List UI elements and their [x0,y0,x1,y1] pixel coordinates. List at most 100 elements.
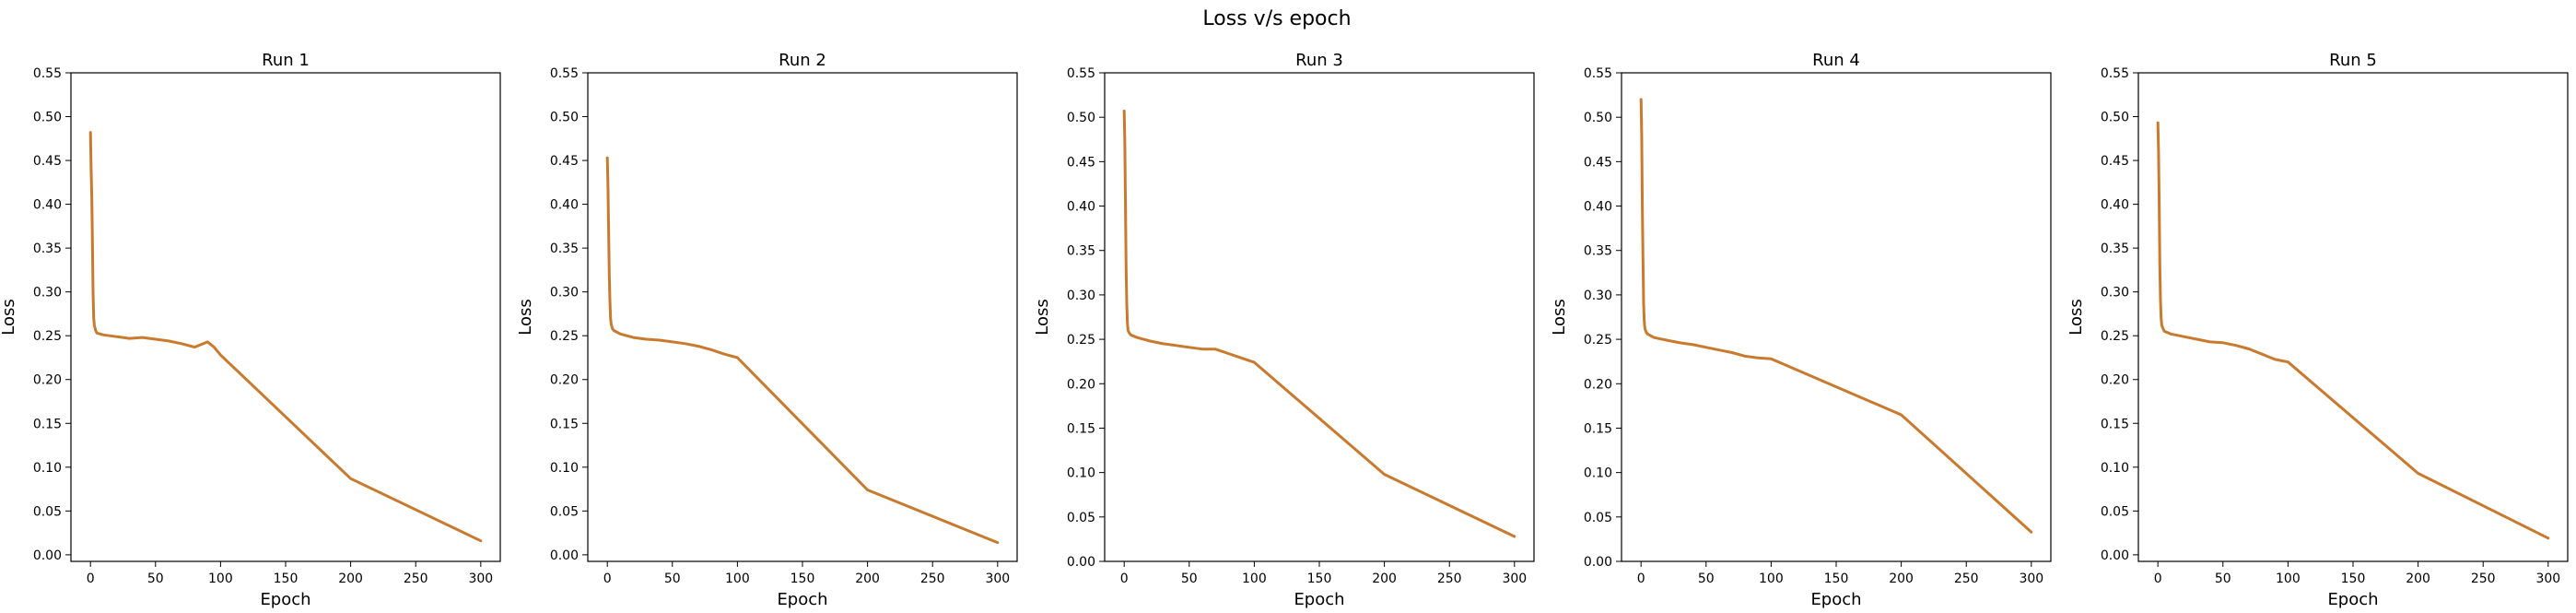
y-tick-label: 0.50 [550,111,579,125]
loss-series-line [88,131,483,543]
y-axis-label: Loss [1033,299,1052,335]
x-tick-label: 300 [2019,572,2043,586]
x-tick-label: 150 [2341,572,2366,586]
y-tick-label: 0.15 [550,417,579,431]
y-tick-label: 0.40 [33,198,62,213]
y-tick-label: 0.30 [33,286,62,301]
y-tick-label: 0.20 [550,373,579,388]
y-tick-label: 0.35 [550,242,579,256]
x-tick-label: 150 [274,572,299,586]
plot-frame [2137,72,2569,562]
x-tick-label: 50 [664,572,681,586]
y-tick-label: 0.00 [1067,555,1095,570]
y-tick-label: 0.35 [1584,244,1612,259]
y-tick-label: 0.40 [2101,198,2129,213]
x-tick-label: 100 [1759,572,1784,586]
y-tick-label: 0.25 [1067,333,1095,348]
x-tick-label: 300 [468,572,493,586]
y-tick-label: 0.55 [1584,66,1612,81]
y-tick-label: 0.30 [1067,289,1095,303]
y-tick-label: 0.50 [2101,111,2129,125]
y-tick-label: 0.05 [550,504,579,519]
x-tick-label: 0 [2154,572,2162,586]
y-tick-label: 0.00 [1584,555,1612,570]
x-tick-label: 250 [920,572,945,586]
x-tick-label: 200 [855,572,880,586]
subplot-title: Run 1 [262,51,310,70]
subplot-panels: Run 1 0 50 100 150 200 250 300 0.00 0.05 0.10 0.15 0… [0,51,2569,609]
y-tick-label: 0.55 [2101,66,2129,81]
x-tick-label: 50 [2215,572,2231,586]
y-axis-label: Loss [1550,299,1569,335]
x-tick-label: 50 [1181,572,1198,586]
y-axis-label: Loss [2067,299,2086,335]
x-tick-label: 250 [2471,572,2496,586]
y-tick-label: 0.15 [33,417,62,431]
y-tick-label: 0.00 [2101,548,2129,563]
y-tick-label: 0.30 [1584,289,1612,303]
y-tick-label: 0.35 [33,242,62,256]
y-tick-label: 0.20 [1067,377,1095,392]
y-tick-label: 0.40 [1584,200,1612,215]
y-tick-label: 0.05 [1584,511,1612,525]
y-tick-label: 0.30 [550,286,579,301]
y-tick-label: 0.10 [1584,466,1612,481]
x-axis-label: Epoch [2327,590,2378,609]
y-tick-label: 0.55 [33,66,62,81]
x-tick-label: 100 [1242,572,1267,586]
y-tick-label: 0.25 [1584,333,1612,348]
plot-frame [1621,72,2052,562]
y-tick-label: 0.10 [550,461,579,476]
y-tick-label: 0.05 [1067,511,1095,525]
y-tick-label: 0.45 [550,154,579,169]
subplot-run-4: Run 4 0 50 100 150 200 250 300 0.00 0.05 0.10 0.15 0… [1550,51,2052,609]
subplot-title: Run 3 [1295,51,1343,70]
x-tick-label: 200 [2406,572,2430,586]
y-tick-label: 0.20 [2101,373,2129,388]
subplot-run-3: Run 3 0 50 100 150 200 250 300 0.00 0.05 0.10 0.15 0… [1033,51,1535,609]
x-tick-label: 250 [404,572,428,586]
x-tick-label: 250 [1954,572,1979,586]
loss-series-line [605,156,1000,545]
x-tick-label: 0 [1120,572,1129,586]
figure-title: Loss v/s epoch [1202,7,1351,30]
x-tick-label: 150 [1307,572,1332,586]
x-tick-label: 100 [2276,572,2301,586]
y-tick-label: 0.45 [1067,155,1095,170]
y-tick-label: 0.20 [33,373,62,388]
subplot-run-2: Run 2 0 50 100 150 200 250 300 0.00 0.05 0.10 0.15 0… [516,51,1018,609]
y-tick-label: 0.05 [33,504,62,519]
plot-frame [1104,72,1535,562]
y-tick-label: 0.15 [2101,417,2129,431]
subplot-title: Run 2 [779,51,826,70]
y-tick-label: 0.10 [33,461,62,476]
y-tick-label: 0.20 [1584,377,1612,392]
y-tick-label: 0.05 [2101,504,2129,519]
y-tick-label: 0.15 [1067,421,1095,436]
loss-series-line [1122,109,1516,538]
plot-frame [587,72,1018,562]
y-tick-label: 0.45 [33,154,62,169]
x-axis-label: Epoch [260,590,310,609]
y-axis-label: Loss [516,299,535,335]
x-tick-label: 50 [147,572,164,586]
y-tick-label: 0.55 [1067,66,1095,81]
loss-series-line [2156,121,2550,540]
x-axis-label: Epoch [1810,590,1861,609]
x-tick-label: 50 [1698,572,1715,586]
y-tick-label: 0.50 [1584,111,1612,125]
x-tick-label: 300 [985,572,1010,586]
y-tick-label: 0.30 [2101,286,2129,301]
y-tick-label: 0.10 [1067,466,1095,481]
y-tick-label: 0.55 [550,66,579,81]
x-tick-label: 300 [2535,572,2560,586]
x-tick-label: 0 [603,572,612,586]
x-tick-label: 250 [1437,572,1462,586]
y-tick-label: 0.35 [1067,244,1095,259]
x-tick-label: 200 [1889,572,1914,586]
y-tick-label: 0.45 [1584,155,1612,170]
y-axis-label: Loss [0,299,18,335]
y-tick-label: 0.00 [33,548,62,563]
